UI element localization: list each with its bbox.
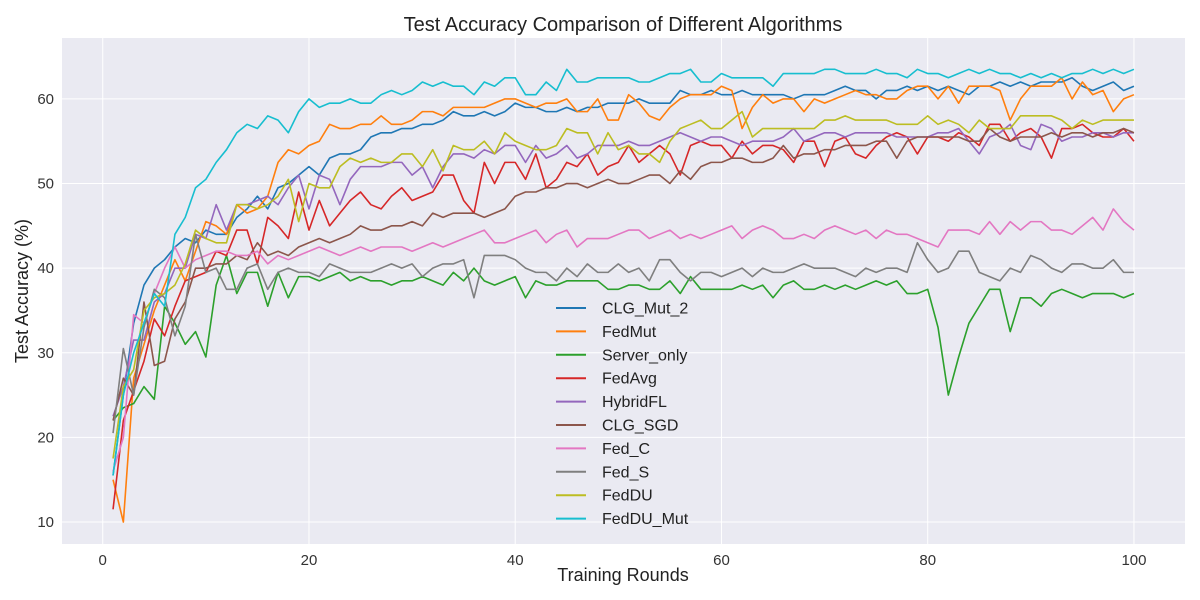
series-line-fedmut <box>112 76 1135 523</box>
series-line-fed-s <box>112 233 1134 434</box>
series-line-fed-c <box>112 208 1135 472</box>
x-axis-ticks: 0 20 40 60 80 100 <box>99 552 1147 569</box>
series-line-clg-mut-2 <box>112 76 1135 476</box>
x-tick-label: 80 <box>919 552 936 569</box>
legend-label: CLG_Mut_2 <box>602 301 688 318</box>
legend-label: FedAvg <box>602 371 657 388</box>
y-tick-label: 10 <box>37 514 54 531</box>
legend-label: CLG_SGD <box>602 418 678 435</box>
legend-label: Server_only <box>602 347 687 364</box>
x-tick-label: 20 <box>301 552 318 569</box>
series-line-feddu-mut <box>112 68 1135 476</box>
y-tick-label: 20 <box>37 429 54 446</box>
legend-label: FedMut <box>602 324 657 341</box>
series-lines <box>112 68 1135 523</box>
chart-title: Test Accuracy Comparison of Different Al… <box>404 14 843 36</box>
series-line-clg-sgd <box>112 127 1135 421</box>
legend-label: FedDU <box>602 488 653 505</box>
x-axis-label: Training Rounds <box>557 565 688 585</box>
y-tick-label: 40 <box>37 260 54 277</box>
y-tick-label: 50 <box>37 176 54 193</box>
x-tick-label: 60 <box>713 552 730 569</box>
legend-label: Fed_S <box>602 464 649 481</box>
legend: CLG_Mut_2 FedMut Server_only FedAvg HybridFL… <box>556 301 689 528</box>
series-line-hybridfl <box>112 123 1134 417</box>
x-tick-label: 100 <box>1121 552 1146 569</box>
legend-label: HybridFL <box>602 394 667 411</box>
y-axis-label: Test Accuracy (%) <box>12 219 32 363</box>
y-tick-label: 60 <box>37 91 54 108</box>
plot-area <box>62 38 1185 544</box>
y-axis-ticks: 10 20 30 40 50 60 <box>37 91 54 531</box>
series-line-server-only <box>112 254 1135 421</box>
series-line-feddu <box>112 110 1134 459</box>
legend-label: FedDU_Mut <box>602 511 689 528</box>
x-tick-label: 0 <box>99 552 107 569</box>
y-tick-label: 30 <box>37 345 54 362</box>
legend-label: Fed_C <box>602 441 650 458</box>
x-tick-label: 40 <box>507 552 524 569</box>
